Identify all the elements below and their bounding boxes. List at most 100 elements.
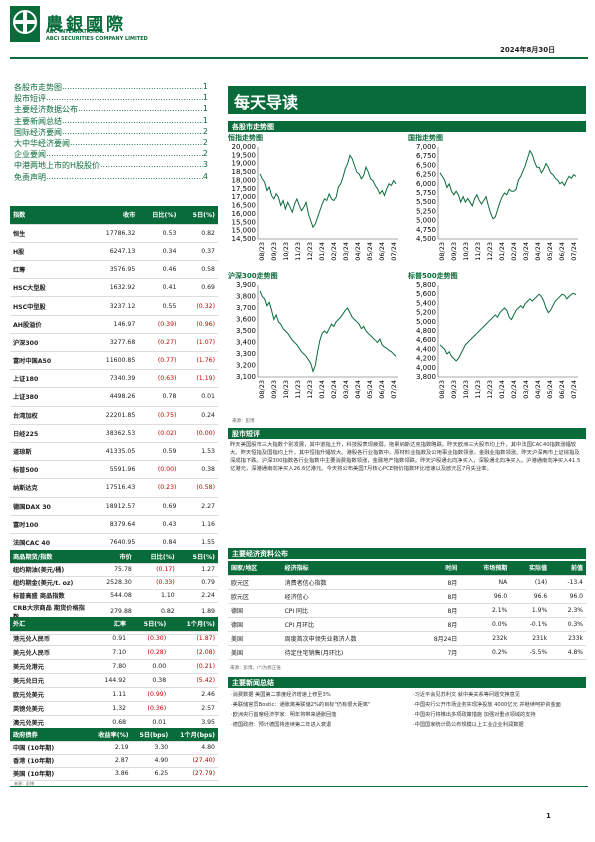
cell-value: 8379.64: [90, 515, 139, 534]
row-label: HSC大型股: [10, 278, 90, 298]
cell-value: 8月: [411, 603, 461, 618]
charts-area: 恒指走势图 20,000 19,500 19,000 18,500 18,000 17,50…: [228, 133, 586, 415]
toc-label: 企业要闻: [14, 150, 46, 160]
x-tick-label: 01/24: [498, 242, 506, 261]
news-item: ·美联储官员Bostic：通胀离美联储2%的目标"仍有很大距离": [231, 702, 371, 708]
table-row: HSC大型股 1632.92 0.41 0.69: [10, 278, 218, 298]
toc-item[interactable]: 大中华经济要闻.................................…: [14, 138, 208, 149]
cell-value: 0.01: [129, 715, 170, 730]
toc-item[interactable]: 企业要闻....................................…: [14, 149, 208, 160]
cell-value: 144.92: [90, 673, 130, 688]
x-tick-label: 10/23: [282, 242, 290, 261]
cell-value: 德国: [228, 617, 282, 632]
toc-item[interactable]: 主要新闻总结..................................…: [14, 116, 208, 127]
toc-item[interactable]: 中港两地上市的H股股价.............................…: [14, 160, 208, 171]
chart-panel: 标普500走势图 5,800 5,600 5,400 5,200 5,000 4,800 4,…: [408, 271, 584, 407]
toc-leader: ........................................…: [46, 149, 203, 159]
cell-value: 0.38: [179, 460, 218, 480]
toc-leader: ........................................…: [78, 104, 203, 114]
y-tick-label: 5,250: [416, 207, 436, 215]
cell-value: 0.53: [138, 224, 180, 243]
cell-value: (1.76): [179, 351, 218, 371]
cell-value: 231k: [510, 631, 551, 646]
table-row: HSC中型股 3237.12 0.55 (0.32): [10, 296, 218, 316]
toc-item[interactable]: 国际经济要闻..................................…: [14, 127, 208, 138]
row-label: 纳斯达克: [10, 478, 90, 498]
x-tick-label: 09/23: [450, 242, 458, 261]
cell-value: 0.0%: [460, 617, 511, 632]
y-tick-label: 3,300: [236, 350, 256, 358]
toc-item[interactable]: 免责声明....................................…: [14, 172, 208, 183]
chart-title: 恒指走势图: [228, 134, 263, 142]
x-tick-label: 11/23: [474, 380, 482, 399]
cell-value: 0.00: [129, 659, 170, 674]
row-label: 法国CAC 40: [10, 533, 90, 553]
cell-value: 欧元区: [228, 575, 282, 590]
row-label: 标普500: [10, 460, 90, 480]
cell-value: 美国: [228, 645, 282, 660]
cell-value: 7.80: [90, 659, 130, 674]
column-header: 收益率(%): [90, 728, 132, 742]
row-label: 沪深300: [10, 333, 90, 353]
cell-value: 1.32: [90, 701, 130, 716]
toc-page: 2: [202, 149, 208, 159]
cell-value: 2.46: [169, 687, 218, 702]
x-tick-label: 08/23: [258, 380, 266, 399]
table-row: 恒生 17786.32 0.53 0.82: [10, 224, 218, 243]
toc-label: 国际经济要闻: [14, 127, 62, 137]
table-row: 纽约期金(美元/t. oz) 2528.30 (0.33) 0.79: [10, 576, 218, 590]
x-tick-label: 08/23: [438, 380, 446, 399]
toc-label: 中港两地上市的H股股价: [14, 161, 101, 171]
chart-panel: 国指走势图 7,000 6,750 6,500 6,250 6,000 5,750 5,500…: [408, 133, 584, 269]
table-row: 英镑兑美元 1.32 (0.36) 2.57: [10, 701, 218, 716]
cell-value: 8月: [411, 617, 461, 632]
table-header-row: 政府债券 收益率(%) 5日(bps) 1个月(bps): [10, 728, 218, 742]
y-tick-label: 3,100: [236, 373, 256, 381]
table-row: 红筹 3576.95 0.46 0.58: [10, 260, 218, 280]
row-label: 纽约期油(美元/桶): [10, 563, 90, 577]
news-item: ·消费数据 美国第二季度经济增速上修至3%: [231, 692, 331, 698]
company-name-en: ABC INTERNATIONAL: [46, 29, 105, 35]
cell-value: (0.33): [134, 576, 178, 590]
x-tick-label: 04/24: [354, 242, 362, 261]
cell-value: NA: [460, 575, 511, 590]
cell-value: 96.6: [510, 589, 551, 604]
commentary-bar: 股市短评: [228, 428, 586, 439]
cell-value: 2.19: [90, 741, 132, 755]
cell-value: 7月: [411, 645, 461, 660]
cell-value: (0.32): [179, 296, 218, 316]
cell-value: (0.00): [138, 460, 180, 480]
index-table: 指数 收市 日比(%) 5日(%) 恒生 17786.32 0.53 0.82 H股 6247.1…: [10, 206, 218, 553]
y-tick-label: 17,000: [232, 193, 257, 201]
news-item: ·中国央行公开市场业务实现净投放 4000亿元 并继续呵护资金面: [413, 702, 561, 708]
column-header: 政府债券: [10, 728, 90, 742]
toc-item[interactable]: 股市短评....................................…: [14, 93, 208, 104]
company-name-en-full: ABCI SECURITIES COMPANY LIMITED: [46, 36, 148, 42]
toc-item[interactable]: 主要经济数据公布................................…: [14, 104, 208, 115]
row-label: 纽约期金(美元/t. oz): [10, 576, 90, 590]
x-tick-label: 08/23: [258, 242, 266, 261]
cell-value: (0.99): [129, 687, 170, 702]
chart-svg: 20,00019,50019,00018,50018,00017,50017,0…: [232, 143, 398, 261]
y-tick-label: 6,500: [416, 161, 436, 169]
news-left-column: ·消费数据 美国第二季度经济增速上修至3% ·美联储官员Bostic：通胀离美联储…: [228, 692, 403, 732]
cell-value: 1.11: [90, 687, 130, 702]
cell-value: 0.24: [179, 406, 218, 425]
cell-value: 美国: [228, 631, 282, 646]
cell-value: (27.40): [171, 754, 218, 768]
column-header: 日比(%): [138, 206, 180, 225]
chart-title: 国指走势图: [408, 134, 443, 142]
table-row: 香港 (10年期) 2.87 4.90 (27.40): [10, 754, 218, 768]
footer-divider: [10, 786, 588, 787]
report-date: 2024年8月30日: [500, 46, 556, 54]
table-row: 台湾加权 22201.85 (0.75) 0.24: [10, 406, 218, 425]
y-tick-label: 6,250: [416, 171, 436, 179]
chart-title: 标普500走势图: [408, 272, 458, 280]
cell-value: 0.55: [138, 296, 180, 316]
table-row: 法国CAC 40 7640.95 0.84 1.55: [10, 533, 218, 553]
cell-value: 1632.92: [90, 278, 139, 298]
econ-data-table: 国家/地区 经济指标 时间 市场预期 实际值 前值 欧元区 消费者信心指数 8月 NA (14) -1…: [228, 561, 586, 660]
toc-page: 1: [202, 93, 208, 103]
cell-value: 0.2%: [460, 645, 511, 660]
toc-item[interactable]: 各股市走势图..................................…: [14, 82, 208, 93]
